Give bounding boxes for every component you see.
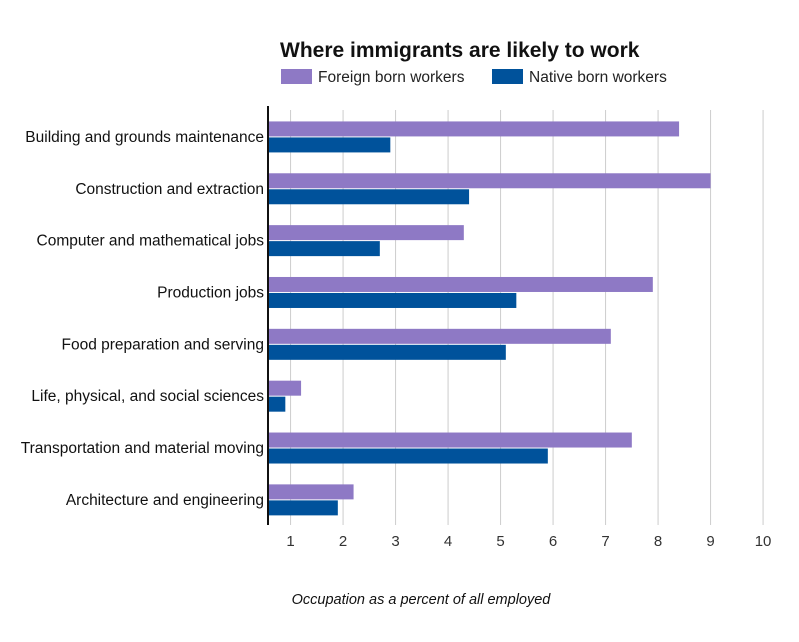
category-label: Life, physical, and social sciences	[31, 388, 264, 405]
bar-native	[268, 292, 517, 308]
legend-swatch-native	[492, 69, 523, 84]
bar-foreign	[268, 121, 680, 137]
category-label: Architecture and engineering	[66, 492, 264, 509]
bar-native	[268, 448, 548, 464]
category-label: Building and grounds maintenance	[25, 129, 264, 146]
x-tick-labels: 1 2 3 4 5 6 7 8 9 10	[286, 533, 771, 550]
bar-foreign	[268, 484, 354, 500]
x-tick-label: 1	[286, 533, 294, 550]
bar-foreign	[268, 173, 711, 189]
category-label: Computer and mathematical jobs	[37, 233, 265, 250]
category-label: Food preparation and serving	[62, 336, 265, 353]
x-tick-label: 9	[706, 533, 714, 550]
bar-native	[268, 189, 470, 205]
category-label: Construction and extraction	[75, 181, 264, 198]
bars	[268, 121, 711, 516]
bar-native	[268, 137, 391, 153]
legend: Foreign born workers Native born workers	[281, 69, 667, 86]
x-tick-label: 8	[654, 533, 662, 550]
legend-swatch-foreign	[281, 69, 312, 84]
category-labels: Building and grounds maintenance Construc…	[21, 129, 264, 509]
category-label: Transportation and material moving	[21, 440, 264, 457]
x-tick-label: 4	[444, 533, 452, 550]
bar-foreign	[268, 225, 464, 241]
bar-foreign	[268, 380, 302, 396]
bar-foreign	[268, 276, 653, 292]
bar-foreign	[268, 432, 632, 448]
bar-native	[268, 241, 380, 257]
x-tick-label: 7	[601, 533, 609, 550]
chart-title: Where immigrants are likely to work	[280, 39, 640, 62]
bar-foreign	[268, 328, 611, 344]
x-axis-label: Occupation as a percent of all employed	[292, 592, 552, 608]
category-label: Production jobs	[157, 284, 264, 301]
x-tick-label: 3	[391, 533, 399, 550]
bar-native	[268, 500, 338, 516]
legend-label-native: Native born workers	[529, 69, 667, 86]
x-tick-label: 10	[755, 533, 772, 550]
x-tick-label: 6	[549, 533, 557, 550]
x-tick-label: 2	[339, 533, 347, 550]
legend-label-foreign: Foreign born workers	[318, 69, 465, 86]
x-tick-label: 5	[496, 533, 504, 550]
bar-native	[268, 344, 506, 360]
bar-native	[268, 396, 286, 412]
